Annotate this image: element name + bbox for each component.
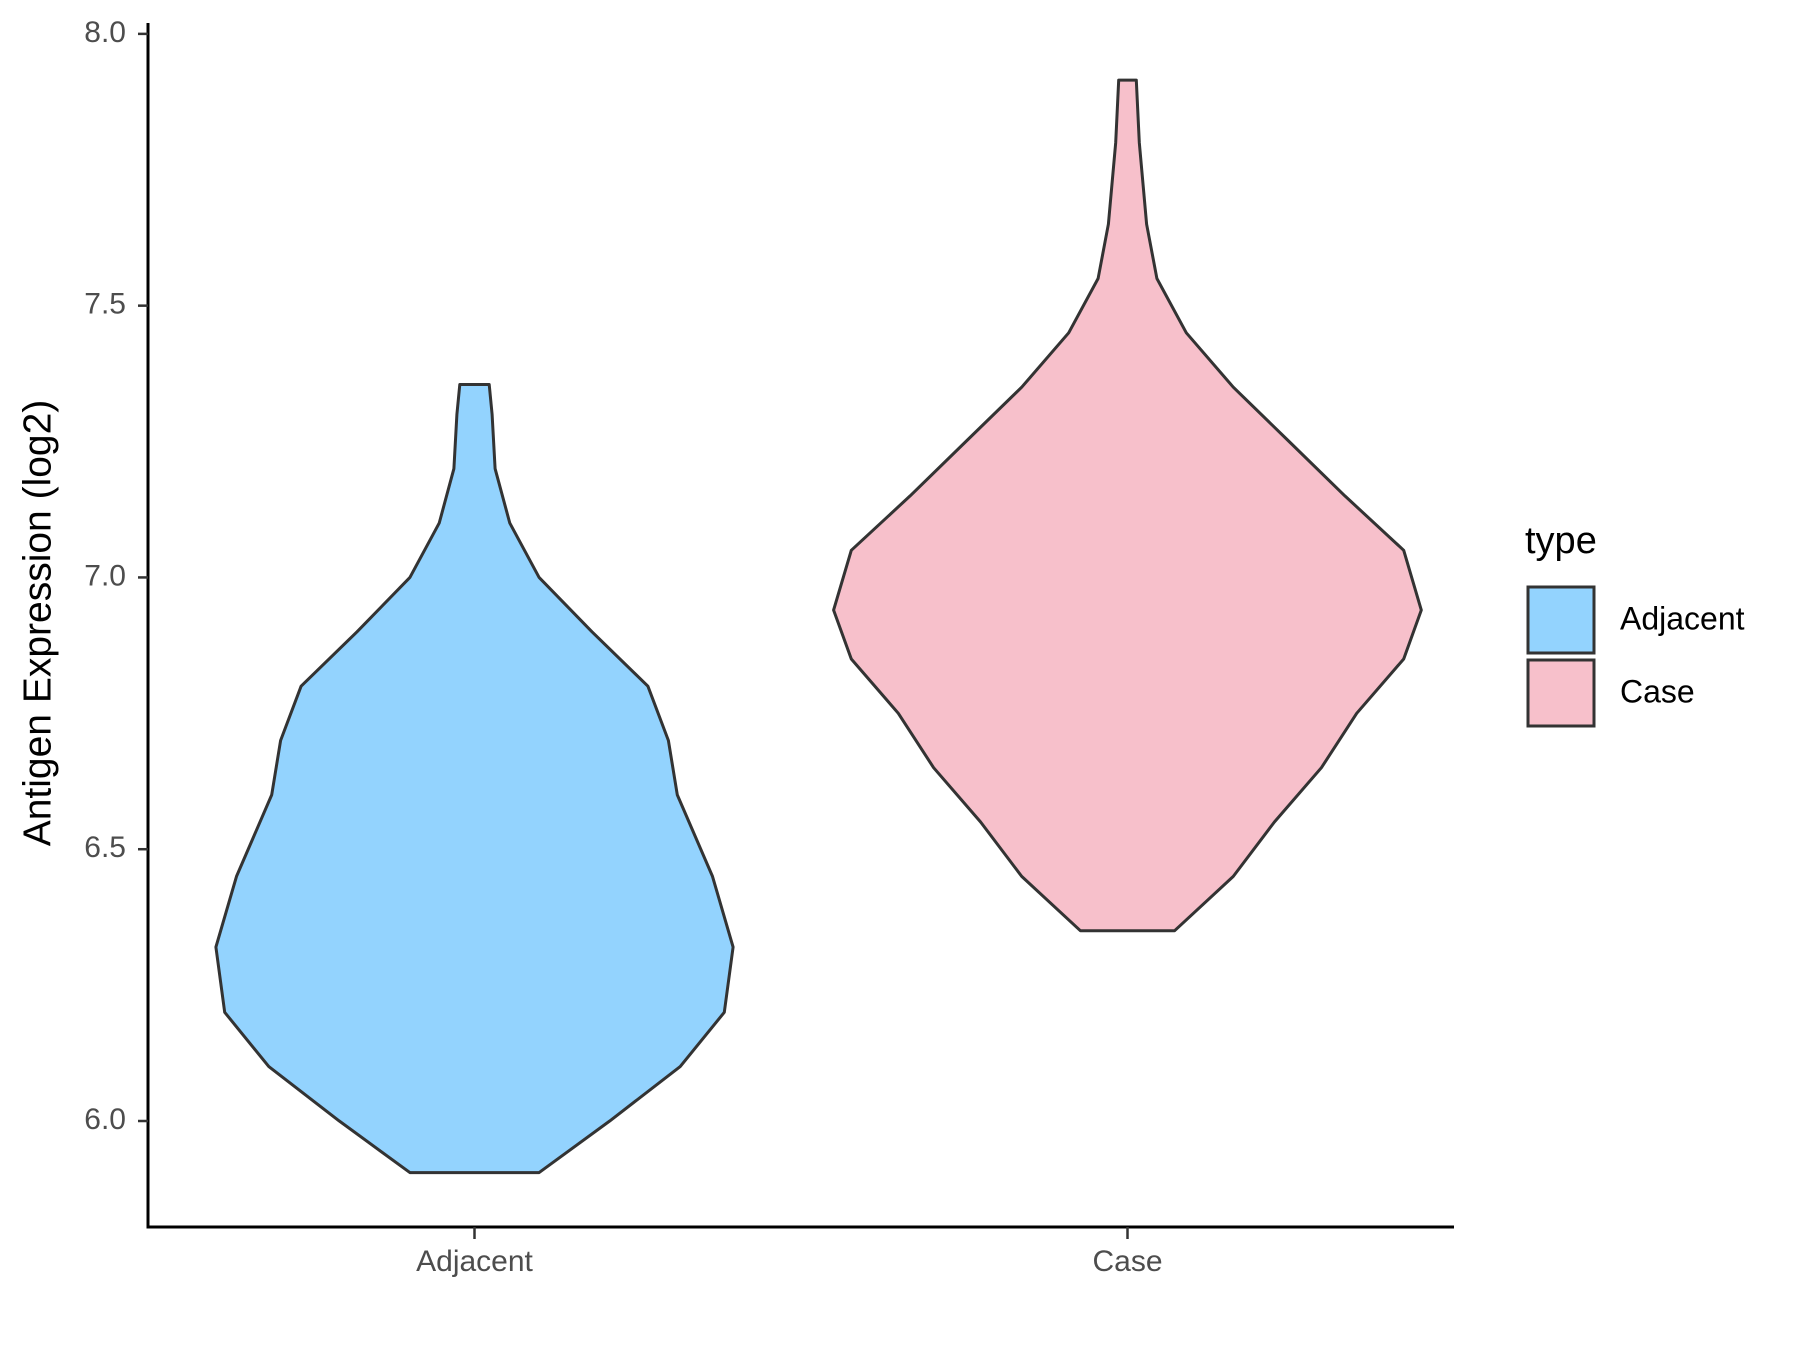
x-tick-label: Adjacent — [416, 1245, 533, 1278]
x-tick-label: Case — [1092, 1245, 1162, 1278]
legend-label: Case — [1620, 673, 1695, 709]
legend-key — [1526, 658, 1596, 728]
legend-key — [1526, 585, 1596, 655]
violin — [214, 383, 735, 1175]
legend-title: type — [1525, 520, 1597, 562]
y-tick-label: 6.5 — [84, 831, 126, 864]
y-tick-label: 7.0 — [84, 559, 126, 592]
y-axis-title: Antigen Expression (log2) — [16, 400, 59, 847]
y-tick-label: 7.5 — [84, 288, 126, 321]
y-tick-label: 6.0 — [84, 1103, 126, 1136]
y-tick-label: 8.0 — [84, 16, 126, 49]
legend-label: Adjacent — [1620, 600, 1745, 636]
violin — [832, 78, 1423, 933]
